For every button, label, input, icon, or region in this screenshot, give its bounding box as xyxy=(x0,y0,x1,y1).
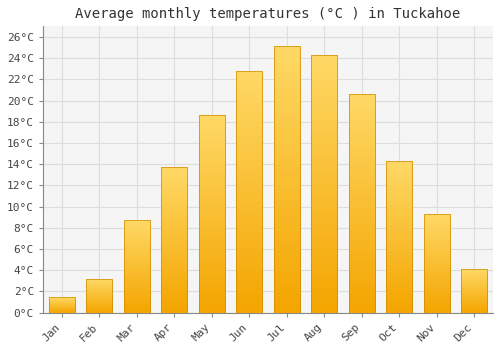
Bar xyxy=(274,47,300,313)
Bar xyxy=(236,71,262,313)
Bar xyxy=(48,297,75,313)
Bar xyxy=(86,279,113,313)
Bar xyxy=(161,167,188,313)
Bar xyxy=(461,269,487,313)
Bar xyxy=(311,55,338,313)
Bar xyxy=(198,116,225,313)
Bar xyxy=(124,220,150,313)
Bar xyxy=(424,214,450,313)
Bar xyxy=(386,161,412,313)
Title: Average monthly temperatures (°C ) in Tuckahoe: Average monthly temperatures (°C ) in Tu… xyxy=(76,7,460,21)
Bar xyxy=(348,94,375,313)
